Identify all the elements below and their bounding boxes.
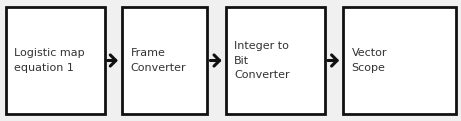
Text: Logistic map
equation 1: Logistic map equation 1 xyxy=(14,48,84,73)
FancyBboxPatch shape xyxy=(6,7,105,114)
Text: Integer to
Bit
Converter: Integer to Bit Converter xyxy=(234,41,290,80)
Text: Frame
Converter: Frame Converter xyxy=(130,48,186,73)
FancyBboxPatch shape xyxy=(122,7,207,114)
FancyBboxPatch shape xyxy=(343,7,456,114)
Text: Vector
Scope: Vector Scope xyxy=(352,48,387,73)
FancyBboxPatch shape xyxy=(226,7,325,114)
